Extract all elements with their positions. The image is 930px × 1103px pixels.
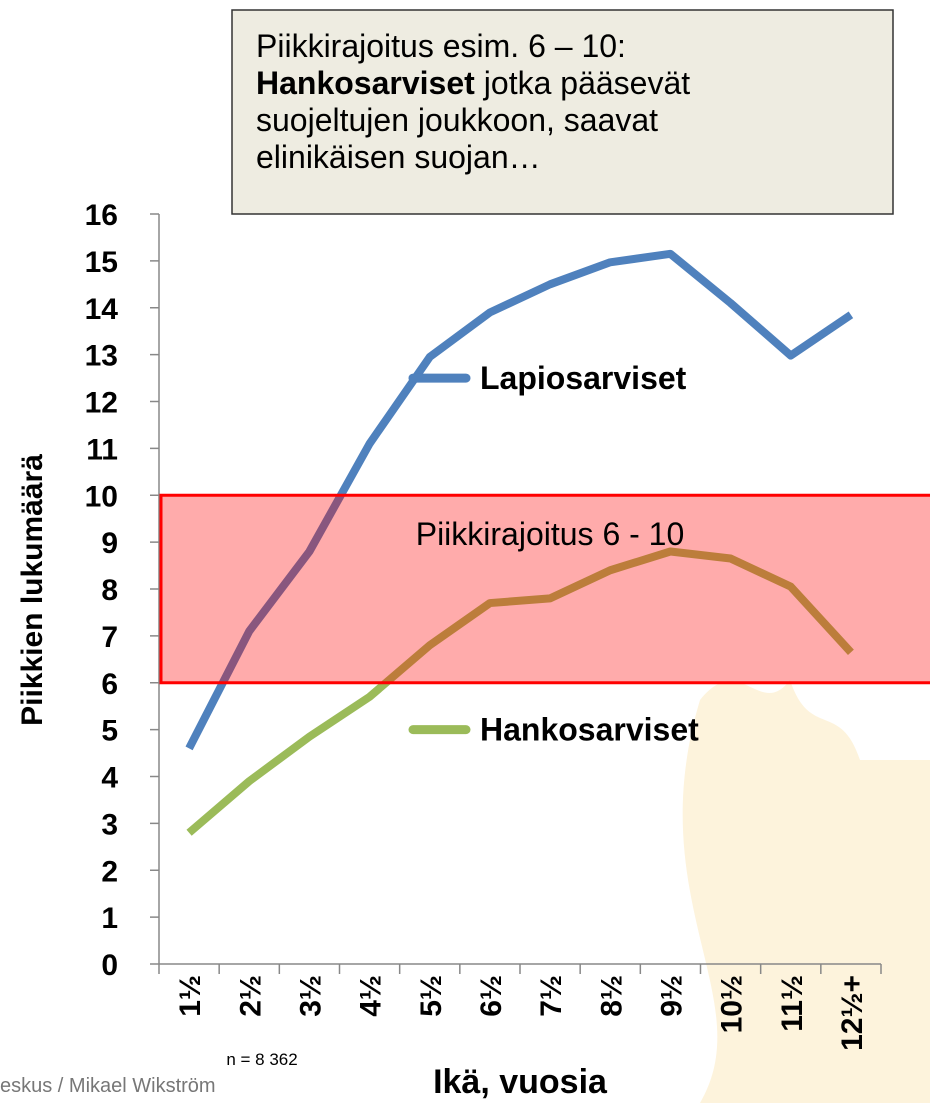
source: eskus / Mikael Wikström	[0, 1075, 216, 1097]
x-tick-label: 8½	[595, 975, 628, 1017]
callout-text: jotka pääsevät	[483, 65, 690, 101]
y-tick-label: 11	[86, 433, 118, 466]
x-tick-label: 3½	[294, 975, 327, 1017]
y-tick-label: 1	[101, 902, 118, 935]
callout-line: Piikkirajoitus esim. 6 – 10:	[256, 28, 626, 64]
y-tick-label: 13	[85, 340, 118, 373]
x-tick-label: 12½+	[836, 975, 869, 1051]
y-tick-label: 10	[85, 480, 118, 513]
watermark	[683, 680, 930, 1103]
x-tick-label: 4½	[355, 975, 388, 1017]
legend-label: Lapiosarviset	[480, 360, 687, 396]
note: n = 8 362	[226, 1050, 297, 1069]
callout-line: suojeltujen joukkoon, saavat	[256, 102, 658, 138]
callout-bold: Hankosarviset	[256, 65, 475, 101]
y-tick-label: 3	[101, 808, 118, 841]
y-tick-label: 2	[101, 855, 118, 888]
x-tick-label: 6½	[475, 975, 508, 1017]
y-tick-label: 0	[101, 949, 118, 982]
x-tick-label: 2½	[234, 975, 267, 1017]
y-tick-label: 16	[85, 199, 118, 232]
band-label: Piikkirajoitus 6 - 10	[416, 516, 685, 552]
y-tick-label: 7	[101, 621, 118, 654]
y-tick-label: 5	[101, 715, 118, 748]
y-tick-label: 8	[101, 574, 118, 607]
chart: 0123456789101112131415161½2½3½4½5½6½7½8½…	[0, 0, 930, 1103]
y-tick-label: 4	[101, 762, 118, 795]
x-tick-label: 5½	[415, 975, 448, 1017]
y-tick-label: 15	[85, 246, 118, 279]
x-tick-label: 11½	[776, 975, 809, 1032]
y-axis-label: Piikkien lukumäärä	[16, 454, 49, 726]
x-tick-label: 9½	[655, 975, 688, 1017]
y-tick-label: 12	[85, 387, 118, 420]
x-tick-label: 10½	[716, 975, 749, 1033]
y-tick-label: 14	[85, 293, 119, 326]
y-tick-label: 6	[101, 668, 118, 701]
legend-label: Hankosarviset	[480, 712, 699, 748]
x-tick-label: 1½	[174, 975, 207, 1017]
y-tick-label: 9	[101, 527, 118, 560]
x-axis-label: Ikä, vuosia	[433, 1063, 608, 1101]
callout-line: elinikäisen suojan…	[256, 139, 541, 175]
x-tick-label: 7½	[535, 975, 568, 1017]
